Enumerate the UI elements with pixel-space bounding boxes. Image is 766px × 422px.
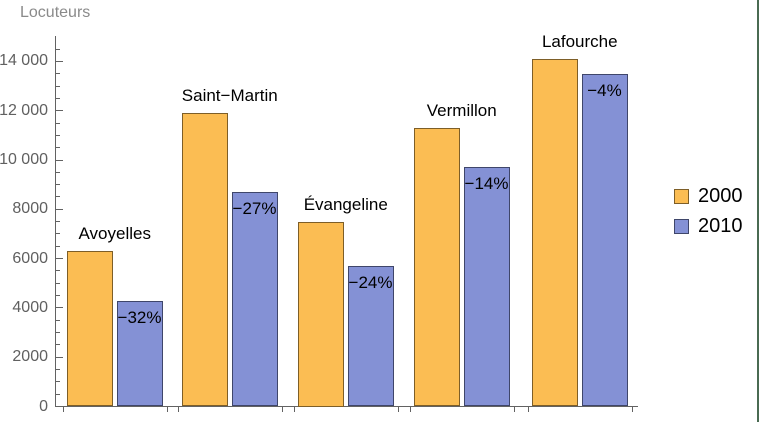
y-major-tick bbox=[56, 307, 63, 309]
y-minor-tick bbox=[56, 184, 60, 186]
bar-2000-avoyelles bbox=[67, 251, 113, 407]
y-tick-label: 4000 bbox=[12, 298, 48, 316]
legend-swatch-2010 bbox=[674, 218, 689, 234]
y-major-tick bbox=[56, 356, 63, 358]
category-label: Vermillon bbox=[426, 100, 497, 120]
x-group-tick bbox=[397, 406, 399, 412]
legend-swatch-2000 bbox=[674, 188, 689, 204]
y-major-tick bbox=[56, 159, 63, 161]
legend-entry-2000: 2000 bbox=[674, 181, 743, 211]
y-major-tick bbox=[56, 110, 63, 112]
y-minor-tick bbox=[56, 393, 60, 395]
y-axis bbox=[55, 36, 56, 407]
x-group-tick bbox=[166, 406, 168, 412]
change-label: −32% bbox=[117, 307, 162, 327]
y-major-tick bbox=[56, 60, 63, 62]
y-minor-tick bbox=[56, 85, 60, 87]
y-minor-tick bbox=[56, 270, 60, 272]
bar-2010-saint−martin bbox=[231, 192, 278, 407]
y-minor-tick bbox=[56, 171, 60, 173]
x-group-tick bbox=[281, 406, 283, 412]
y-minor-tick bbox=[56, 282, 60, 284]
x-group-tick bbox=[410, 406, 411, 412]
y-minor-tick bbox=[56, 196, 60, 198]
category-label: Saint−Martin bbox=[181, 86, 278, 106]
category-label: Lafourche bbox=[541, 31, 618, 51]
y-minor-tick bbox=[56, 369, 60, 371]
window-border-right bbox=[757, 0, 759, 422]
y-minor-tick bbox=[56, 245, 60, 247]
x-group-tick bbox=[294, 406, 295, 412]
bar-2000-évangeline bbox=[298, 221, 344, 407]
bar-2010-évangeline bbox=[347, 265, 394, 407]
bar-2010-avoyelles bbox=[116, 300, 163, 407]
bar-2000-vermillon bbox=[414, 127, 460, 407]
y-major-tick bbox=[56, 208, 63, 210]
bar-2010-vermillon bbox=[463, 167, 510, 407]
bar-2010-lafourche bbox=[581, 73, 628, 407]
y-tick-label: 14 000 bbox=[0, 52, 48, 70]
y-minor-tick bbox=[56, 381, 60, 383]
y-major-tick bbox=[56, 258, 63, 260]
y-minor-tick bbox=[56, 97, 60, 99]
x-group-tick bbox=[178, 406, 179, 412]
y-axis-label: Locuteurs bbox=[20, 4, 91, 21]
y-minor-tick bbox=[56, 134, 60, 136]
legend-label-2010: 2010 bbox=[698, 214, 743, 237]
y-minor-tick bbox=[56, 48, 60, 50]
y-minor-tick bbox=[56, 332, 60, 334]
x-axis bbox=[56, 406, 638, 407]
y-tick-label: 0 bbox=[39, 397, 48, 415]
y-minor-tick bbox=[56, 233, 60, 235]
change-label: −14% bbox=[464, 174, 509, 194]
y-tick-label: 8000 bbox=[12, 200, 48, 218]
y-minor-tick bbox=[56, 122, 60, 124]
x-group-tick bbox=[631, 406, 633, 412]
chart-legend: 2000 2010 bbox=[674, 181, 743, 241]
y-minor-tick bbox=[56, 221, 60, 223]
x-group-tick bbox=[513, 406, 515, 412]
legend-label-2000: 2000 bbox=[698, 184, 743, 207]
y-tick-label: 6000 bbox=[12, 249, 48, 267]
bar-2000-lafourche bbox=[532, 58, 578, 407]
change-label: −24% bbox=[348, 272, 393, 292]
y-minor-tick bbox=[56, 319, 60, 321]
category-label: Avoyelles bbox=[78, 224, 151, 244]
y-tick-label: 12 000 bbox=[0, 101, 48, 119]
change-label: −4% bbox=[587, 80, 622, 100]
y-tick-label: 10 000 bbox=[0, 151, 48, 168]
y-minor-tick bbox=[56, 73, 60, 75]
y-minor-tick bbox=[56, 295, 60, 297]
category-label: Évangeline bbox=[303, 194, 388, 214]
legend-entry-2010: 2010 bbox=[674, 211, 743, 241]
y-tick-label: 2000 bbox=[12, 348, 48, 366]
x-group-tick bbox=[528, 406, 529, 412]
bar-2000-saint−martin bbox=[182, 113, 228, 407]
x-group-tick bbox=[63, 406, 64, 412]
y-minor-tick bbox=[56, 344, 60, 346]
y-major-tick bbox=[56, 406, 63, 407]
change-label: −27% bbox=[232, 199, 277, 219]
y-minor-tick bbox=[56, 147, 60, 149]
